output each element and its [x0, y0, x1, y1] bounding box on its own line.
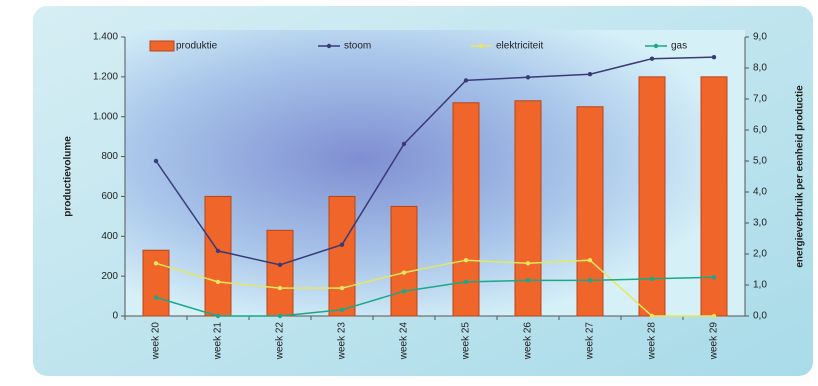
- legend-marker: [653, 43, 659, 49]
- x-tick-label: week 24: [399, 322, 410, 361]
- y-tick-label: 800: [101, 151, 118, 162]
- y2-tick-label: 8,0: [753, 63, 767, 74]
- x-tick-label: week 29: [709, 322, 720, 361]
- line-marker: [215, 313, 221, 319]
- y2-axis-label: energieverbruik per eenheid productie: [795, 85, 806, 268]
- line-marker: [215, 248, 221, 254]
- y-tick-label: 400: [101, 231, 118, 242]
- line-marker: [587, 258, 593, 263]
- x-tick-label: week 22: [275, 322, 286, 361]
- legend-label: gas: [671, 41, 687, 52]
- line-marker: [463, 258, 469, 263]
- line-marker: [649, 276, 655, 281]
- x-tick-label: week 21: [213, 322, 224, 361]
- legend-marker: [478, 43, 484, 49]
- bar: [266, 229, 294, 317]
- legend-label: produktie: [176, 41, 218, 52]
- x-tick-label: week 25: [461, 322, 472, 361]
- legend-label: elektriciteit: [496, 41, 543, 52]
- y-axis-label: productievolume: [63, 136, 74, 217]
- legend-label: stoom: [344, 41, 371, 52]
- x-tick-label: week 20: [151, 322, 162, 361]
- line-marker: [587, 278, 593, 283]
- y2-tick-label: 0,0: [753, 311, 767, 322]
- line-marker: [711, 54, 717, 60]
- line-marker: [463, 279, 469, 285]
- bar: [328, 195, 356, 317]
- y2-tick-label: 5,0: [753, 156, 767, 167]
- line-marker: [401, 270, 407, 275]
- y-tick-label: 0: [112, 311, 118, 322]
- y2-tick-label: 4,0: [753, 187, 767, 198]
- y-tick-label: 1.400: [93, 32, 118, 43]
- line: [155, 276, 715, 317]
- line-marker: [153, 261, 159, 266]
- bar: [576, 106, 604, 317]
- y2-tick-label: 2,0: [753, 249, 767, 260]
- line-marker: [277, 285, 283, 291]
- y-tick-label: 1.200: [93, 71, 118, 82]
- line-marker: [215, 279, 221, 285]
- line-marker: [153, 158, 159, 164]
- line: [155, 259, 714, 317]
- line-marker: [711, 275, 717, 280]
- y2-tick-label: 1,0: [753, 280, 767, 291]
- x-tick-label: week 26: [523, 322, 534, 361]
- line-marker: [525, 278, 531, 283]
- line-marker: [339, 242, 345, 247]
- line-marker: [339, 307, 345, 312]
- bar: [390, 205, 418, 317]
- bar: [514, 100, 542, 317]
- x-tick-label: week 28: [647, 322, 658, 361]
- y-tick-label: 1.000: [93, 111, 118, 122]
- line-marker: [153, 295, 159, 300]
- y2-tick-label: 7,0: [753, 94, 767, 105]
- legend-marker: [326, 43, 332, 49]
- bar: [142, 249, 170, 317]
- y-tick-label: 200: [101, 271, 118, 282]
- line-marker: [649, 56, 655, 61]
- bar: [204, 195, 232, 317]
- y2-tick-label: 9,0: [753, 32, 767, 43]
- line-marker: [401, 141, 407, 147]
- line: [155, 56, 715, 266]
- bar: [638, 76, 666, 317]
- legend-swatch: [149, 40, 175, 52]
- line-marker: [401, 289, 407, 294]
- x-tick-label: week 23: [337, 322, 348, 361]
- x-tick-label: week 27: [585, 322, 596, 361]
- line-marker: [649, 313, 655, 319]
- line-marker: [525, 261, 531, 266]
- y2-tick-label: 6,0: [753, 125, 767, 136]
- line-marker: [277, 313, 283, 319]
- line-marker: [587, 72, 593, 77]
- y-tick-label: 600: [101, 191, 118, 202]
- line-marker: [277, 262, 283, 268]
- line-marker: [463, 78, 469, 83]
- bar: [700, 76, 728, 317]
- line-marker: [339, 285, 345, 291]
- y2-tick-label: 3,0: [753, 218, 767, 229]
- line-marker: [525, 75, 531, 80]
- line-marker: [711, 313, 717, 319]
